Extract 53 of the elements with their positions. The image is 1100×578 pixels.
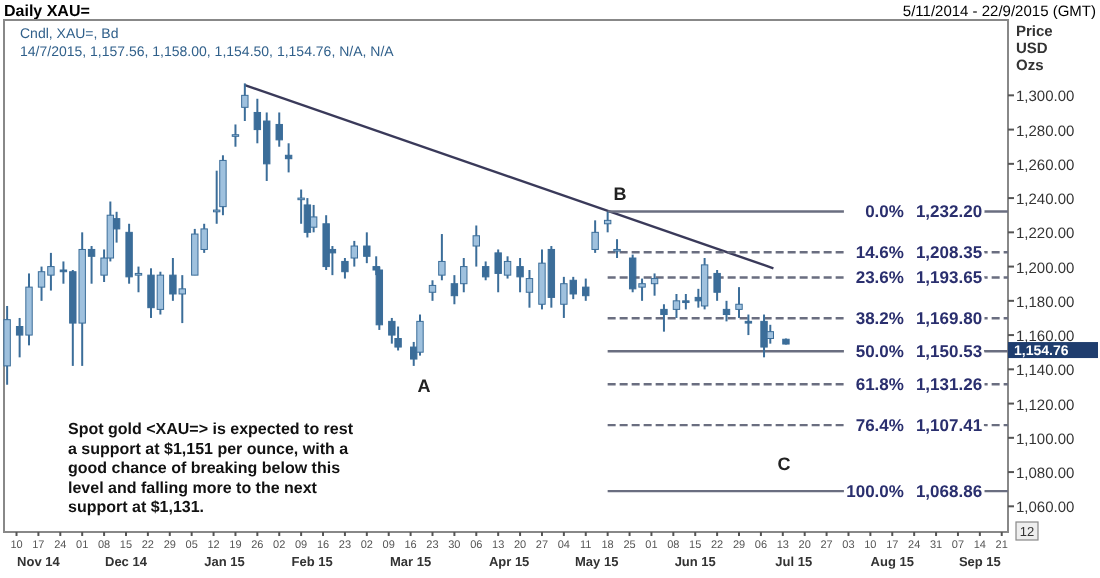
candlestick	[3, 304, 11, 386]
candlestick	[428, 279, 437, 302]
annotation: A	[417, 376, 432, 396]
candlestick	[591, 219, 599, 254]
candlestick	[525, 269, 534, 309]
candlestick	[388, 316, 396, 345]
data-label: 1,232.20	[915, 201, 983, 222]
candlestick	[660, 303, 668, 333]
data-label: 1,208.35	[915, 242, 983, 263]
candlestick	[613, 238, 621, 260]
annotation: B	[613, 184, 628, 204]
candlestick	[363, 231, 371, 265]
series-label: 50.0%	[855, 341, 905, 362]
candlestick	[516, 257, 524, 294]
candlestick	[350, 239, 359, 268]
series-label: 23.6%	[855, 267, 905, 288]
candlestick	[603, 210, 612, 234]
data-label: 1,131.26	[915, 374, 983, 395]
candlestick	[760, 313, 768, 359]
data-label: 1,150.53	[915, 341, 983, 362]
candlestick	[241, 82, 249, 123]
candlestick	[303, 197, 312, 239]
candlestick	[700, 257, 709, 311]
annotation: Spot gold <XAU=> is expected to rest a support at $1,151 per ounce, with a good chance of breaking below this level and falling more to the next support at $1,131.	[68, 420, 354, 517]
series-label: 76.4%	[855, 415, 905, 436]
candlestick	[322, 214, 330, 272]
candlestick	[438, 233, 446, 282]
series-label: 0.0%	[865, 201, 905, 222]
candlestick	[394, 325, 402, 352]
candlestick	[481, 260, 490, 282]
candlestick	[472, 224, 480, 268]
series-label: 100.0%	[846, 481, 905, 502]
candlestick	[766, 323, 774, 345]
candlestick	[582, 277, 590, 302]
candlestick	[722, 299, 731, 323]
series-label: 61.8%	[855, 374, 905, 395]
candlestick	[275, 111, 283, 148]
annotation: C	[777, 454, 792, 474]
data-label: 1,193.65	[915, 267, 983, 288]
data-label: 1,107.41	[915, 415, 983, 436]
candlestick	[650, 272, 659, 297]
series-label: 38.2%	[855, 308, 905, 329]
series-label: 14.6%	[855, 242, 905, 263]
candlestick	[341, 257, 349, 280]
candlestick	[309, 203, 318, 234]
chart-title: Daily XAU=	[4, 2, 91, 20]
candlestick	[713, 269, 721, 302]
candlestick	[219, 154, 227, 217]
candlestick	[744, 313, 753, 337]
candlestick	[735, 286, 743, 319]
data-label: 1,169.80	[915, 308, 983, 329]
candlestick	[231, 123, 240, 148]
data-label: 1,068.86	[915, 481, 983, 502]
